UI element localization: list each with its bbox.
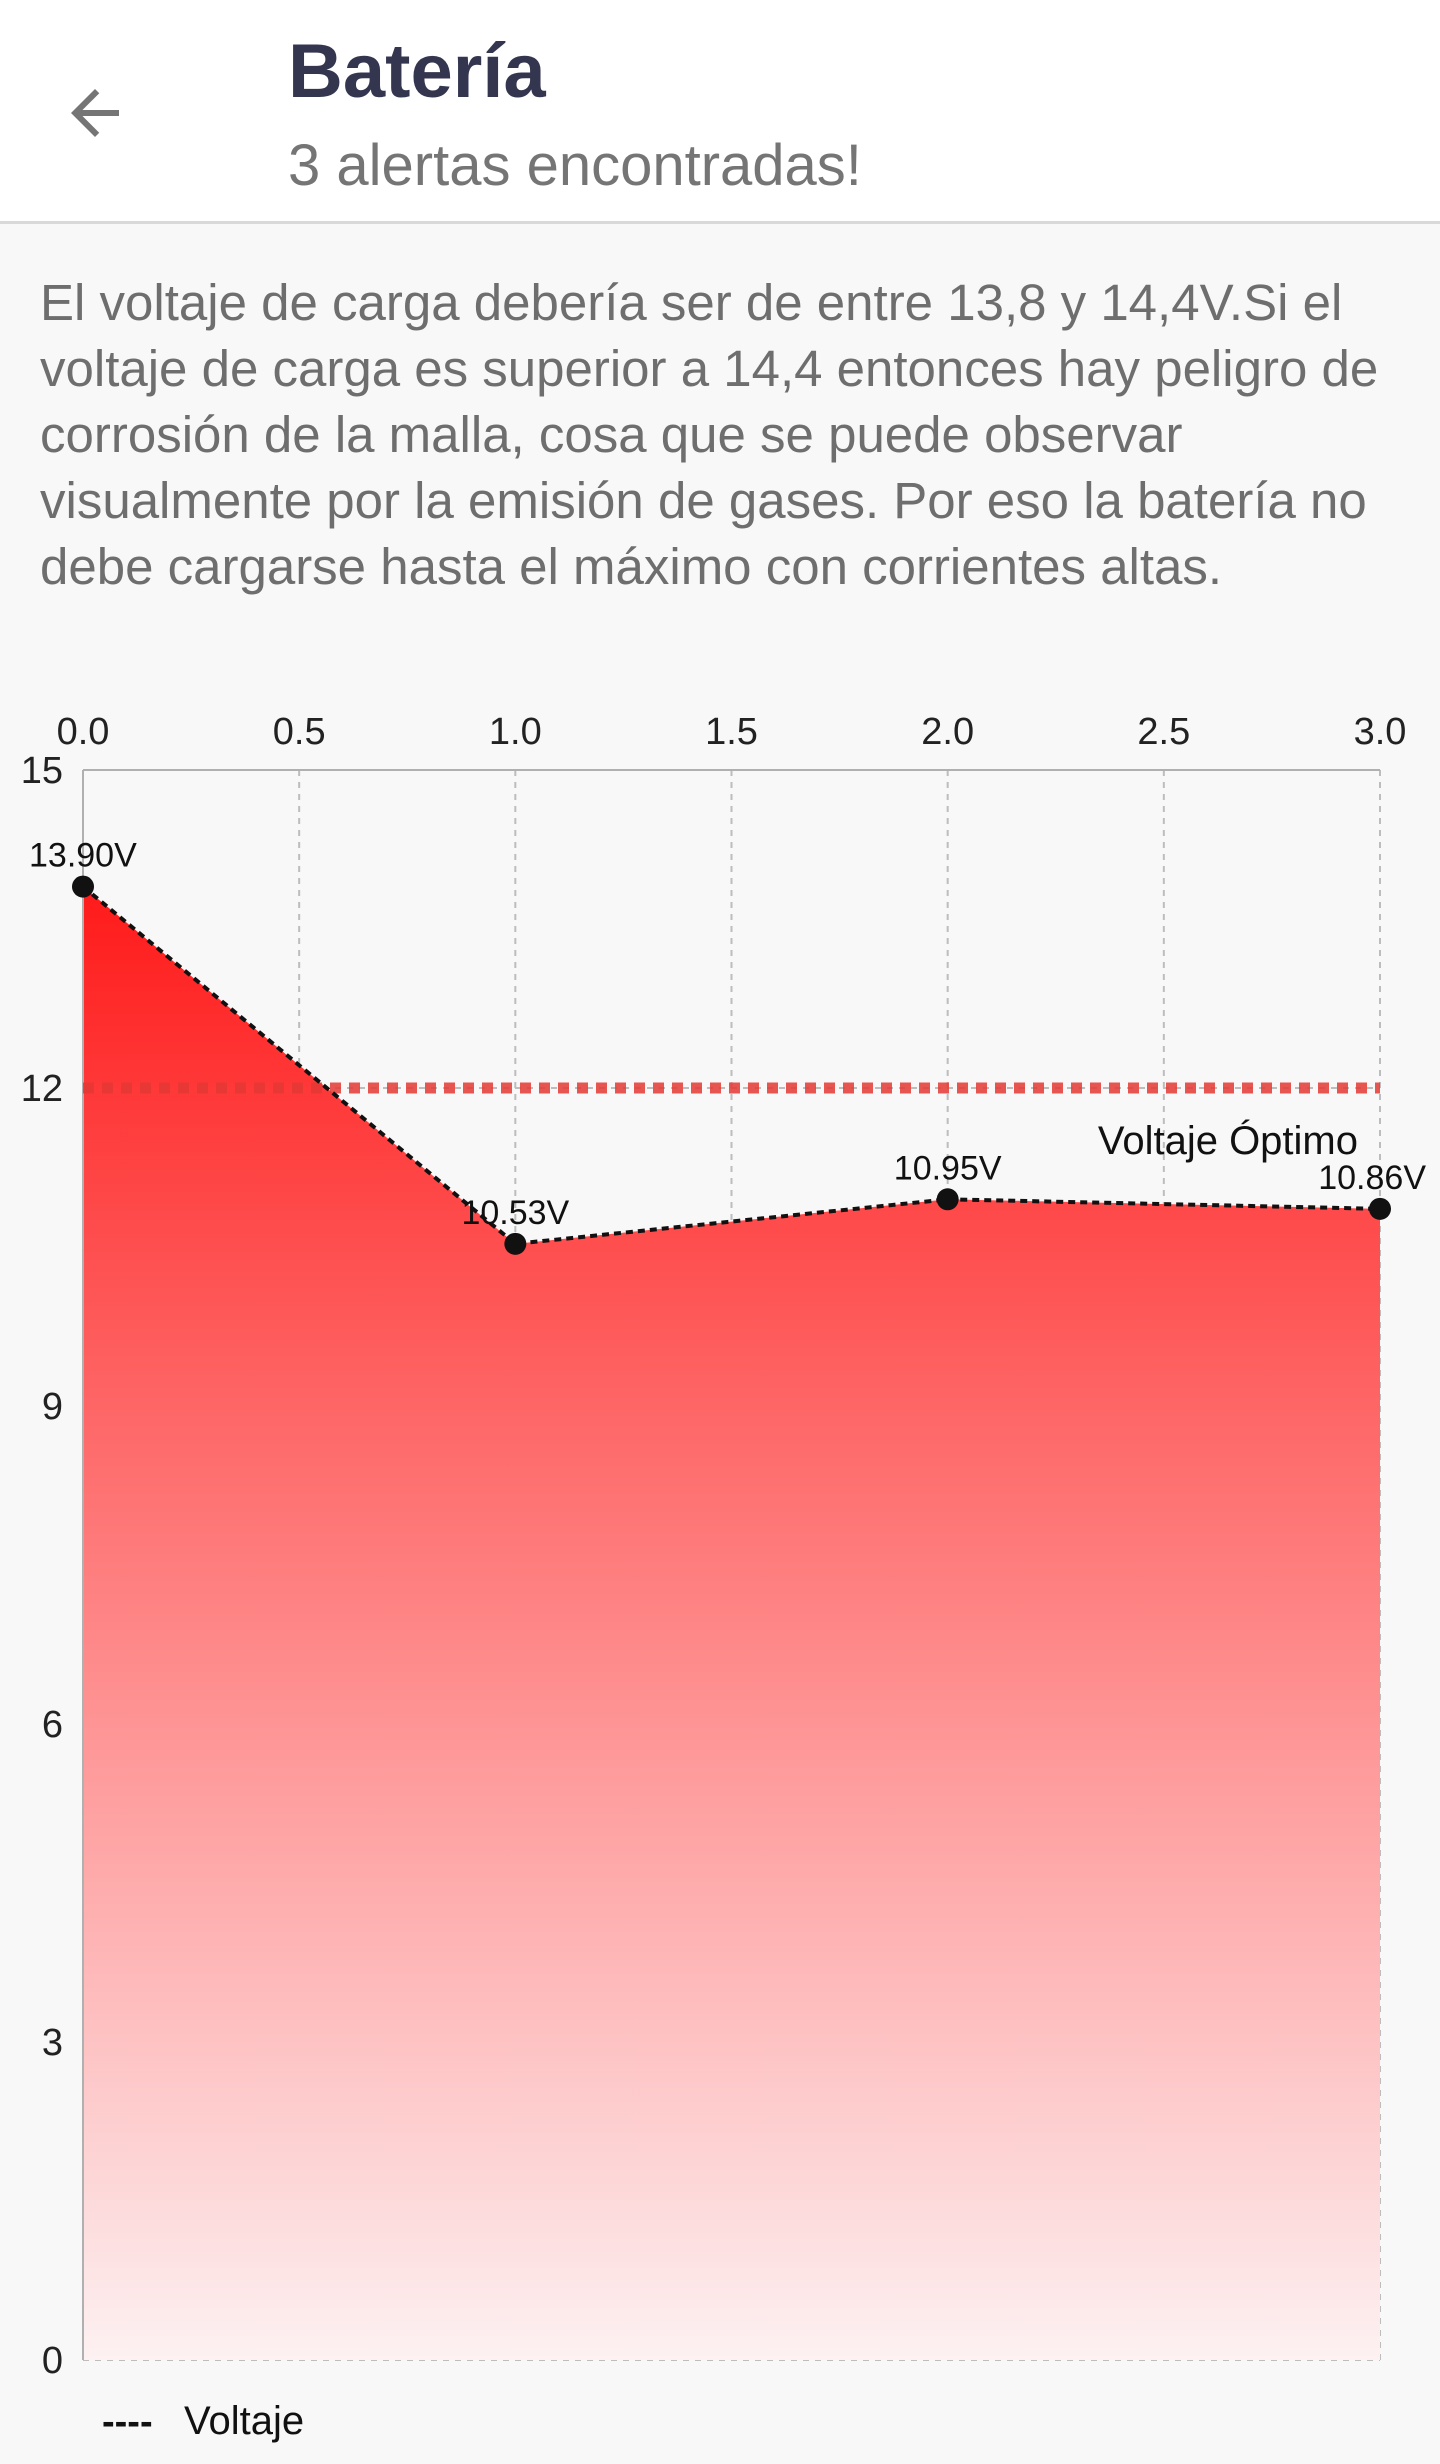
y-tick-label: 12	[21, 1068, 63, 1110]
voltage-series-line	[81, 885, 1381, 1246]
voltage-chart: 0.0 0.5 1.0 1.5 2.0 2.5 3.0 0 3 6 9 12 15 Voltaje Óp…	[21, 711, 1427, 2443]
y-tick-label: 15	[21, 750, 63, 792]
data-label: 10.86V	[1318, 1159, 1426, 1197]
data-label: 10.53V	[461, 1194, 569, 1232]
alerts-subtitle: 3 alertas encontradas!	[288, 133, 862, 198]
voltage-area	[83, 886, 1380, 2360]
battery-description: El voltaje de carga debería ser de entre…	[40, 274, 1379, 595]
y-tick-label: 6	[42, 1704, 63, 1746]
x-tick-label: 1.0	[489, 711, 542, 753]
x-tick-label: 3.0	[1354, 711, 1407, 753]
x-tick-label: 2.5	[1137, 711, 1190, 753]
page-title: Batería	[288, 29, 546, 114]
legend-symbol: ----	[102, 2401, 153, 2443]
y-tick-label: 0	[42, 2340, 63, 2382]
optimal-voltage-label: Voltaje Óptimo	[1098, 1118, 1358, 1163]
x-tick-label: 0.5	[273, 711, 326, 753]
data-point	[1369, 1197, 1391, 1220]
x-tick-label: 2.0	[921, 711, 974, 753]
data-label: 10.95V	[894, 1149, 1002, 1187]
arrow-back-icon	[71, 89, 119, 137]
data-point	[504, 1232, 527, 1255]
y-tick-label: 3	[42, 2022, 63, 2064]
data-point	[72, 875, 94, 898]
back-button[interactable]	[40, 58, 150, 168]
data-point	[936, 1188, 959, 1211]
legend-label: Voltaje	[184, 2399, 304, 2443]
y-tick-label: 9	[42, 1386, 63, 1428]
app-bar: Batería 3 alertas encontradas!	[0, 0, 1440, 224]
x-tick-label: 1.5	[705, 711, 758, 753]
x-tick-label: 0.0	[57, 711, 110, 753]
data-label: 13.90V	[29, 837, 137, 875]
